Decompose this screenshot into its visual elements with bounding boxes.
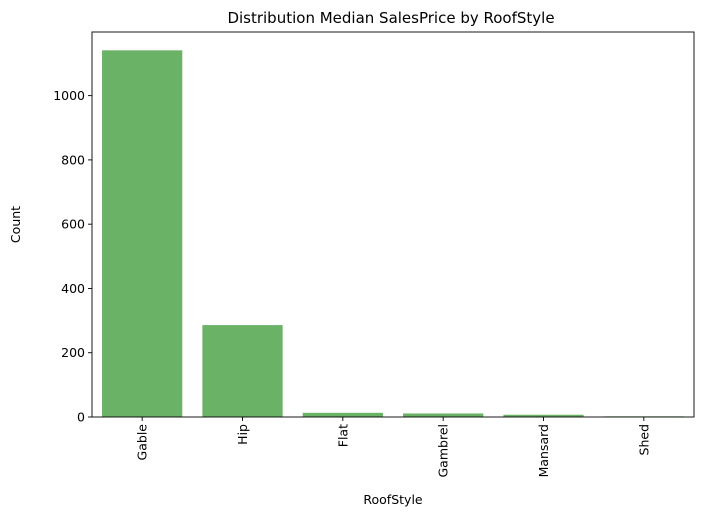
x-tick-label: Shed <box>636 424 651 455</box>
chart-title: Distribution Median SalesPrice by RoofSt… <box>227 9 554 27</box>
x-tick-label: Flat <box>335 424 350 447</box>
bar-gambrel <box>403 413 484 417</box>
x-axis: Gable Hip Flat Gambrel Mansard Shed <box>135 417 651 478</box>
bar-gable <box>102 50 183 417</box>
y-tick-label: 1000 <box>53 88 85 103</box>
bars-group <box>102 50 684 417</box>
x-axis-label: RoofStyle <box>363 492 423 507</box>
y-axis: 0 200 400 600 800 1000 <box>53 88 92 425</box>
bar-hip <box>202 325 283 417</box>
bar-flat <box>302 412 383 417</box>
y-tick-label: 800 <box>61 152 85 167</box>
y-tick-label: 600 <box>61 217 85 232</box>
bar-mansard <box>503 414 584 417</box>
y-axis-label: Count <box>8 206 23 243</box>
plot-frame <box>91 31 695 418</box>
y-tick-label: 0 <box>77 410 85 425</box>
y-tick-label: 200 <box>61 345 85 360</box>
x-tick-label: Mansard <box>536 424 551 477</box>
y-tick-label: 400 <box>61 281 85 296</box>
x-tick-label: Gambrel <box>436 424 451 478</box>
x-tick-label: Gable <box>135 424 150 461</box>
x-tick-label: Hip <box>235 424 250 445</box>
